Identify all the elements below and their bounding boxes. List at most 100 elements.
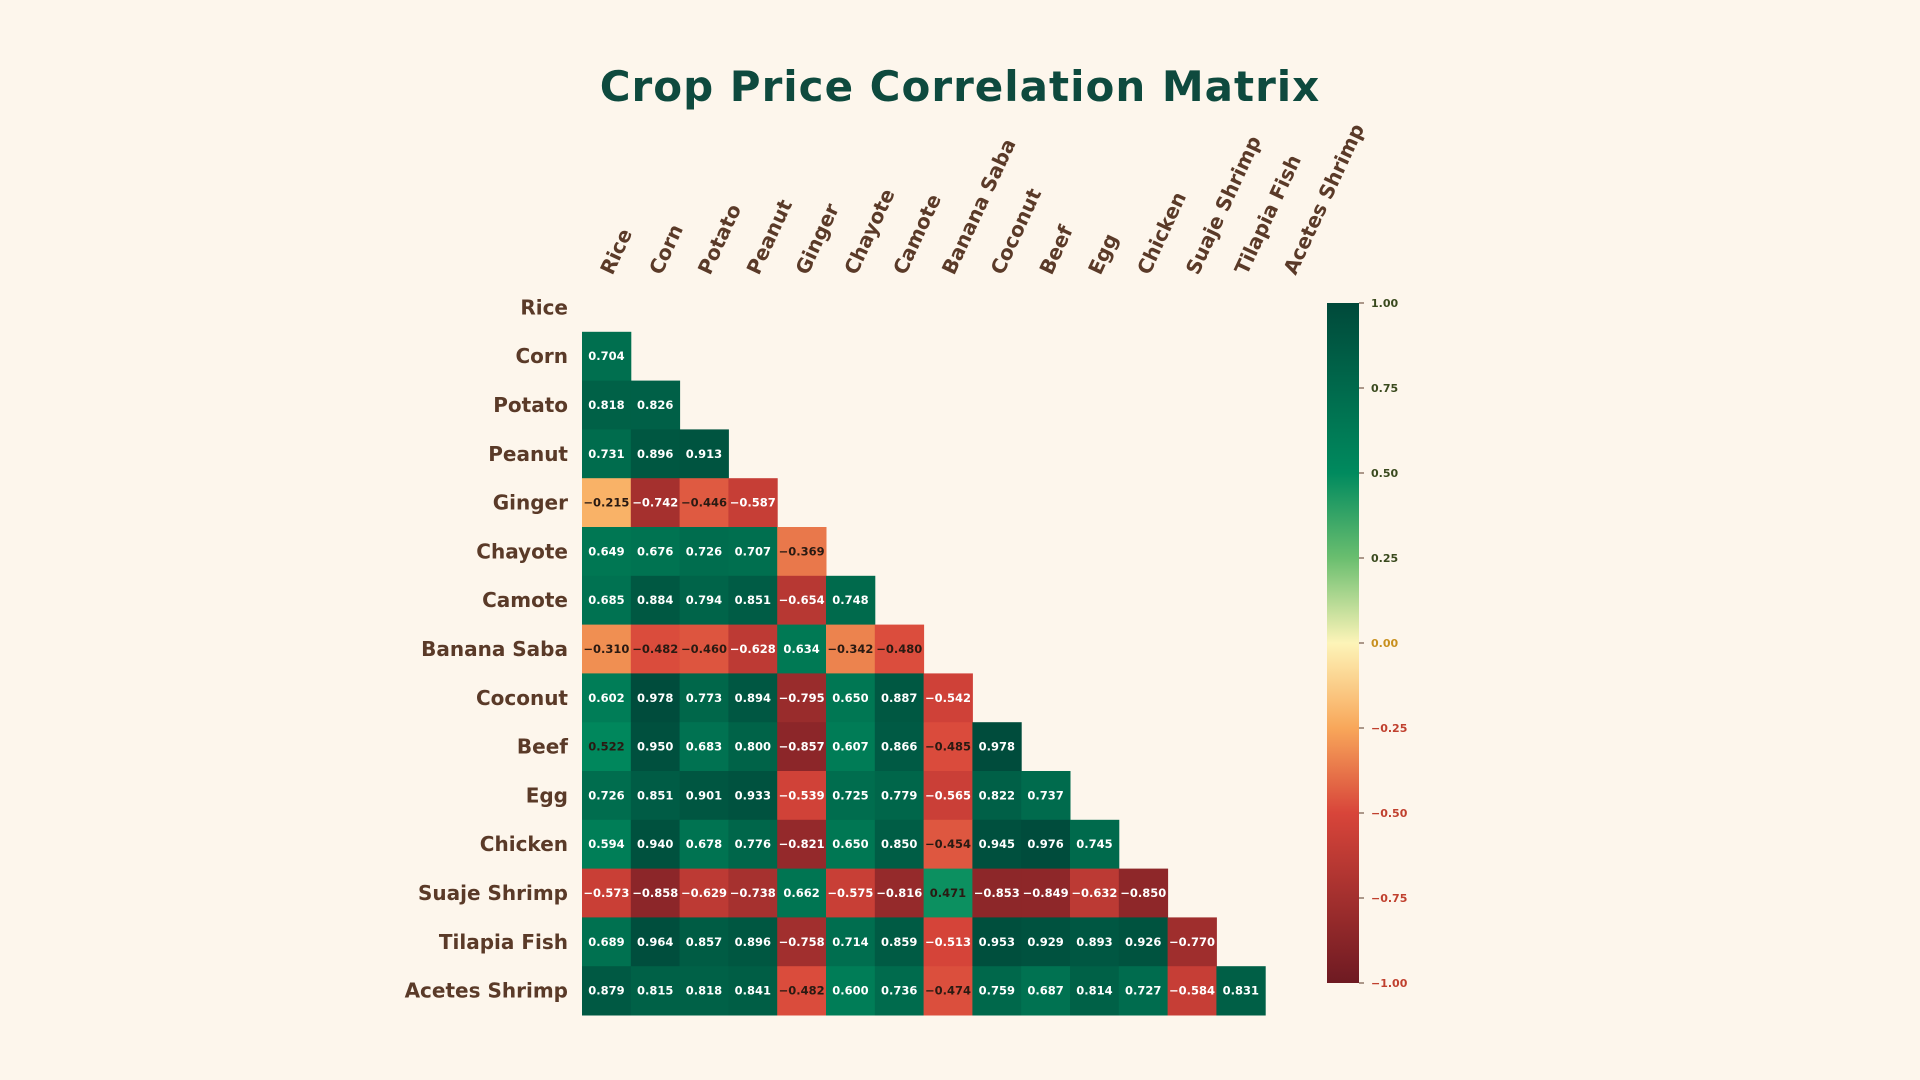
heatmap-cell [972, 722, 1022, 772]
heatmap-cell [777, 917, 827, 967]
column-label: Beef [1034, 221, 1077, 278]
heatmap-cell [582, 429, 632, 479]
heatmap-cell [728, 917, 778, 967]
colorbar-tick-label: −0.50 [1371, 807, 1408, 820]
heatmap-cell [923, 771, 973, 821]
cell-value-label: −0.758 [779, 935, 825, 949]
cell-value-label: 0.857 [686, 935, 722, 949]
cell-value-label: 0.726 [686, 544, 722, 558]
heatmap-cell [582, 819, 632, 870]
heatmap-cell [728, 575, 778, 626]
cell-value-label: 0.851 [637, 788, 673, 802]
heatmap-cell [1216, 966, 1266, 1016]
heatmap-cell [777, 575, 827, 626]
cell-value-label: −0.857 [779, 740, 825, 754]
cell-value-label: −0.446 [681, 496, 727, 510]
heatmap-cell [679, 917, 729, 967]
colorbar: 1.00 0.75 0.50 0.25 0.00 −0.25 −0.50 −0.75 −1.00 [1327, 297, 1408, 990]
heatmap-cell [826, 966, 876, 1016]
heatmap-cell [630, 771, 681, 821]
row-label: Coconut [476, 686, 568, 710]
cell-value-label: 0.978 [979, 740, 1015, 754]
heatmap-cell [1021, 868, 1071, 918]
heatmap-cell [826, 819, 876, 870]
cell-value-label: −0.482 [779, 984, 825, 998]
heatmap-cell [1118, 966, 1169, 1016]
heatmap-cell [874, 624, 925, 674]
cell-value-label: −0.369 [779, 544, 825, 558]
cell-value-label: 0.826 [637, 398, 673, 412]
heatmap-cell [582, 966, 632, 1016]
cell-value-label: 0.649 [588, 544, 624, 558]
cell-value-label: −0.474 [925, 984, 971, 998]
cell-value-label: −0.565 [925, 788, 971, 802]
cell-value-label: 0.779 [881, 788, 917, 802]
heatmap-cell [679, 478, 729, 528]
cell-value-label: 0.822 [979, 788, 1015, 802]
heatmap-cell [630, 868, 681, 918]
heatmap-cell [1167, 917, 1217, 967]
heatmap-cell [728, 478, 778, 528]
column-label: Acetes Shrimp [1278, 120, 1369, 278]
row-label: Corn [515, 344, 568, 368]
heatmap-cell [1167, 966, 1217, 1016]
heatmap-cell [582, 917, 632, 967]
heatmap-cell [582, 624, 632, 674]
cell-value-label: 0.650 [832, 691, 868, 705]
cell-value-label: 0.678 [686, 837, 722, 851]
cell-value-label: 0.841 [735, 984, 771, 998]
heatmap-cell [777, 868, 827, 918]
row-label: Potato [493, 393, 568, 417]
heatmap-cell [972, 819, 1022, 870]
cell-value-label: 0.676 [637, 544, 673, 558]
heatmap-cell [777, 819, 827, 870]
heatmap-cell [728, 624, 778, 674]
cell-value-label: −0.587 [730, 496, 776, 510]
cell-value-label: 0.745 [1076, 837, 1112, 851]
heatmap-cell [777, 527, 827, 577]
heatmap-cell [630, 624, 681, 674]
heatmap-cell [582, 331, 632, 382]
heatmap-cell [728, 868, 778, 918]
cell-value-label: 0.602 [588, 691, 624, 705]
cell-value-label: −0.816 [876, 886, 922, 900]
cell-value-label: 0.683 [686, 740, 722, 754]
cell-value-label: 0.926 [1125, 935, 1161, 949]
heatmap-cell [582, 771, 632, 821]
cell-value-label: 0.933 [735, 788, 771, 802]
cell-value-label: −0.629 [681, 886, 727, 900]
heatmap-cell [777, 673, 827, 723]
heatmap-cell [826, 722, 876, 772]
heatmap-cell [582, 868, 632, 918]
cell-value-label: −0.542 [925, 691, 971, 705]
heatmap-cell [1070, 819, 1120, 870]
cell-value-label: −0.485 [925, 740, 971, 754]
heatmap-cell [728, 771, 778, 821]
heatmap-cell [777, 966, 827, 1016]
cell-value-label: 0.894 [735, 691, 771, 705]
heatmap-cell [630, 380, 681, 430]
heatmap-cell [777, 624, 827, 674]
row-label: Chayote [476, 539, 568, 563]
colorbar-tick-label: 0.25 [1371, 552, 1398, 565]
heatmap-cell [972, 917, 1022, 967]
row-label: Peanut [488, 442, 568, 466]
heatmap-cell [679, 575, 729, 626]
cell-value-label: 0.818 [588, 398, 624, 412]
cell-value-label: 0.818 [686, 984, 722, 998]
heatmap-cell [679, 673, 729, 723]
heatmap-cell [1021, 966, 1071, 1016]
heatmap-cell [972, 868, 1022, 918]
colorbar-gradient [1327, 303, 1359, 983]
cell-value-label: 0.707 [735, 544, 771, 558]
heatmap-cell [777, 722, 827, 772]
row-label: Beef [517, 735, 568, 759]
heatmap-cell [923, 917, 973, 967]
cell-value-label: −0.454 [925, 837, 971, 851]
cell-value-label: 0.851 [735, 593, 771, 607]
heatmap-cell [826, 575, 876, 626]
cell-value-label: −0.539 [779, 788, 825, 802]
row-labels: Rice Corn Potato Peanut Ginger Chayote Camote B… [405, 295, 569, 1002]
cell-value-label: −0.853 [974, 886, 1020, 900]
